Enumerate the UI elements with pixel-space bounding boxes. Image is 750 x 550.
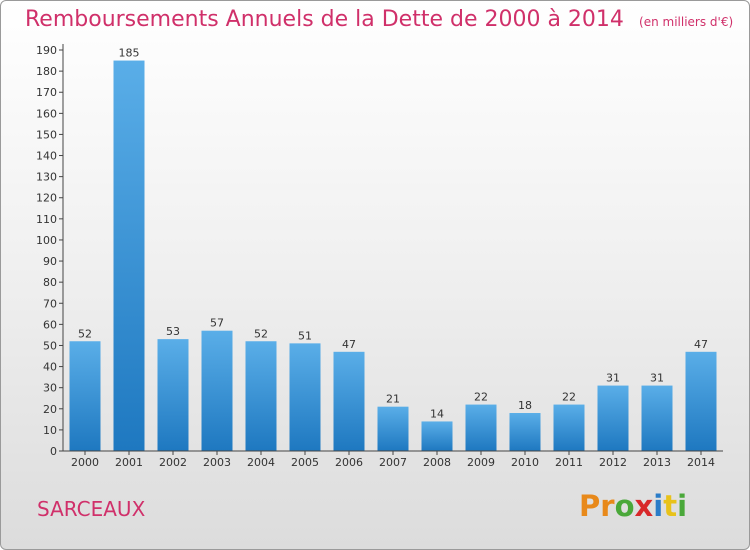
bar-2011 [553,404,585,451]
bar-2004 [245,341,277,451]
x-tick-label: 2007 [379,456,407,469]
value-label: 57 [210,317,224,330]
y-tick-label: 190 [36,44,57,57]
city-name: SARCEAUX [37,497,146,521]
brand-letter: t [663,489,678,523]
x-tick-label: 2014 [687,456,715,469]
value-label: 14 [430,407,444,420]
y-tick-label: 60 [43,318,57,331]
value-label: 22 [562,391,576,404]
brand-letter: i [653,489,664,523]
bar-2014 [685,351,717,451]
bar-2006 [333,351,365,451]
value-label: 52 [254,327,268,340]
value-label: 18 [518,399,532,412]
x-tick-label: 2006 [335,456,363,469]
bar-2002 [157,339,189,451]
value-label: 47 [342,338,356,351]
y-tick-label: 180 [36,65,57,78]
chart-unit-note: (en milliers d'€) [639,15,734,29]
bar-2012 [597,385,629,451]
y-tick-label: 20 [43,403,57,416]
y-tick-label: 90 [43,255,57,268]
x-tick-label: 2008 [423,456,451,469]
axes-group: 0 10 20 30 40 50 60 70 80 90 100 110 120 130 140 150 160… [36,44,723,469]
x-tick-label: 2001 [115,456,143,469]
y-tick-label: 70 [43,297,57,310]
y-tick-label: 40 [43,361,57,374]
y-tick-label: 80 [43,276,57,289]
title-row: Remboursements Annuels de la Dette de 20… [25,7,733,32]
brand-logo: Proxiti [579,489,687,523]
bar-2013 [641,385,673,451]
x-tick-label: 2012 [599,456,627,469]
x-tick-label: 2004 [247,456,275,469]
y-tick-label: 150 [36,128,57,141]
x-tick-label: 2009 [467,456,495,469]
value-label: 47 [694,338,708,351]
x-tick-label: 2000 [71,456,99,469]
y-tick-label: 120 [36,192,57,205]
value-label: 51 [298,329,312,342]
value-label: 31 [606,372,620,385]
x-tick-label: 2002 [159,456,187,469]
bar-2007 [377,406,409,451]
y-tick-label: 140 [36,150,57,163]
brand-letter: x [634,489,654,523]
value-label: 185 [119,47,140,60]
x-tick-label: 2011 [555,456,583,469]
bar-2003 [201,330,233,451]
y-tick-label: 0 [50,445,57,458]
x-tick-label: 2010 [511,456,539,469]
chart-title: Remboursements Annuels de la Dette de 20… [25,7,624,32]
y-tick-label: 130 [36,171,57,184]
y-tick-label: 10 [43,424,57,437]
x-tick-label: 2013 [643,456,671,469]
bar-2005 [289,343,321,451]
brand-letter: P [579,489,601,523]
y-tick-label: 50 [43,339,57,352]
bar-2008 [421,421,453,451]
brand-letter: i [677,489,688,523]
y-tick-label: 160 [36,107,57,120]
y-tick-label: 30 [43,382,57,395]
value-label: 31 [650,372,664,385]
bars-group: 52 185 53 57 52 51 47 21 14 22 18 22 31 31 47 [69,47,717,451]
value-label: 53 [166,325,180,338]
x-tick-label: 2003 [203,456,231,469]
bar-2010 [509,413,541,451]
y-tick-label: 110 [36,213,57,226]
bar-2000 [69,341,101,451]
value-label: 21 [386,393,400,406]
brand-letter: o [614,489,635,523]
x-tick-label: 2005 [291,456,319,469]
brand-letter: r [600,489,615,523]
bar-2001 [113,60,145,451]
bar-2009 [465,404,497,451]
value-label: 22 [474,391,488,404]
y-tick-label: 170 [36,86,57,99]
value-label: 52 [78,327,92,340]
y-tick-label: 100 [36,234,57,247]
